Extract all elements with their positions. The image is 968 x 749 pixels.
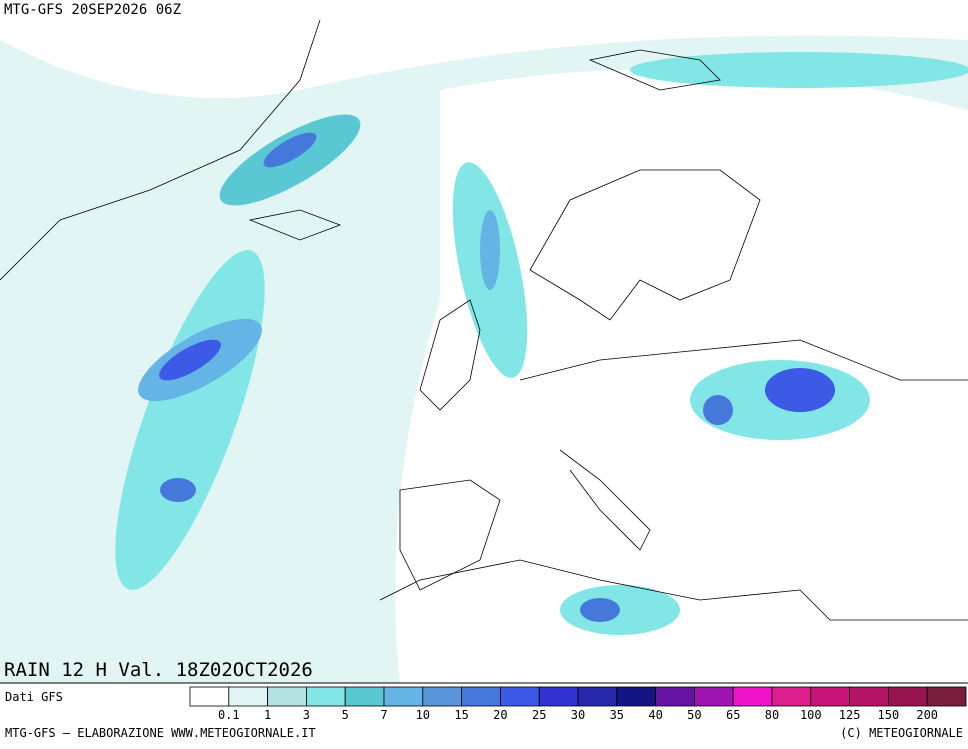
color-swatch bbox=[461, 686, 501, 707]
header-box bbox=[0, 0, 272, 18]
legend-label: 100 bbox=[800, 708, 822, 722]
color-swatch bbox=[616, 686, 656, 707]
legend-label: 50 bbox=[687, 708, 701, 722]
field-label: RAIN 12 H Val. 18Z02OCT2026 bbox=[4, 659, 313, 681]
legend-label: 5 bbox=[342, 708, 349, 722]
legend-label: 40 bbox=[648, 708, 662, 722]
legend-label: 10 bbox=[416, 708, 430, 722]
color-swatch bbox=[228, 686, 269, 707]
color-swatch bbox=[655, 686, 695, 707]
source-label: Dati GFS bbox=[5, 690, 63, 704]
legend-label: 3 bbox=[303, 708, 310, 722]
legend-label: 25 bbox=[532, 708, 546, 722]
color-swatch bbox=[344, 686, 385, 707]
color-swatch bbox=[849, 686, 889, 707]
legend-label: 7 bbox=[380, 708, 387, 722]
color-swatch bbox=[422, 686, 462, 707]
color-swatch bbox=[383, 686, 424, 707]
rain-area bbox=[263, 132, 317, 168]
rain-area bbox=[160, 478, 196, 502]
color-swatch bbox=[810, 686, 850, 707]
legend-label: 15 bbox=[454, 708, 468, 722]
legend-label: 20 bbox=[493, 708, 507, 722]
rain-area bbox=[159, 339, 221, 381]
map: MTG-GFS 20SEP2026 06Z RAIN 12 H Val. 18Z… bbox=[0, 0, 968, 683]
color-swatch bbox=[577, 686, 618, 707]
rain-area bbox=[580, 598, 620, 622]
rain-area bbox=[765, 368, 835, 412]
legend-label: 30 bbox=[571, 708, 585, 722]
legend-label: 0.1 bbox=[218, 708, 240, 722]
legend-label: 200 bbox=[916, 708, 938, 722]
color-swatch bbox=[499, 686, 540, 707]
color-swatch bbox=[305, 686, 346, 707]
color-swatch bbox=[732, 686, 773, 707]
color-swatch bbox=[888, 686, 928, 707]
dry-area bbox=[0, 0, 968, 99]
color-swatch bbox=[771, 686, 812, 707]
rain-area bbox=[480, 210, 500, 290]
legend-label: 125 bbox=[839, 708, 861, 722]
color-swatch bbox=[538, 686, 579, 707]
color-swatch bbox=[267, 686, 307, 707]
colorbar: 0.1 1 3 5 7 10 15 20 25 30 35 40 50 65 80 100 125 150 200 bbox=[189, 686, 967, 722]
legend-label: 65 bbox=[726, 708, 740, 722]
legend-label: 150 bbox=[878, 708, 900, 722]
color-swatch bbox=[189, 686, 230, 707]
color-swatch bbox=[694, 686, 734, 707]
legend-label: 35 bbox=[610, 708, 624, 722]
rain-area bbox=[630, 52, 968, 88]
footer-right: (C) METEOGIORNALE bbox=[840, 726, 963, 740]
color-swatch bbox=[926, 686, 967, 707]
coastlines bbox=[0, 19, 968, 621]
legend-label: 1 bbox=[264, 708, 271, 722]
legend-label: 80 bbox=[765, 708, 779, 722]
dry-area bbox=[395, 69, 968, 683]
footer-left: MTG-GFS — ELABORAZIONE WWW.METEOGIORNALE… bbox=[5, 726, 316, 740]
rain-area bbox=[703, 395, 733, 425]
run-label: MTG-GFS 20SEP2026 06Z bbox=[4, 2, 181, 18]
